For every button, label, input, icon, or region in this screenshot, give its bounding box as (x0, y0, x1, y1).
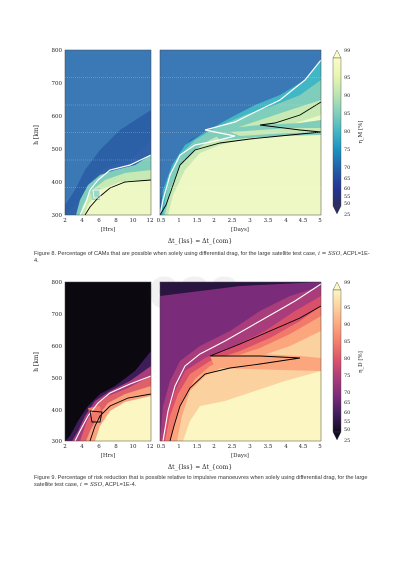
fig9-ytick: 700 (52, 312, 63, 318)
fig9-cbar-tick: 85 (344, 339, 350, 345)
fig9-xtick-days: 3.5 (264, 444, 273, 450)
fig8-xtick-hrs: 10 (130, 218, 137, 224)
fig8-caption-math: i = SSO (318, 251, 341, 257)
fig9-xlabel: Δt_{lss} = Δt_{com} (168, 464, 233, 471)
fig9-ytick: 500 (52, 376, 63, 382)
fig9-cbar-label: η_D [%] (358, 351, 364, 373)
fig9-xtick-hrs: 10 (130, 444, 137, 450)
fig8-right-panel (159, 49, 322, 216)
fig9-cbar-tick: 75 (344, 373, 350, 379)
fig9-xtick-days: 2 (212, 444, 216, 450)
fig9-xtick-hrs: 4 (80, 444, 84, 450)
fig9-xtick-days: 4 (284, 444, 288, 450)
fig9-cbar-tick: 70 (344, 390, 350, 396)
fig8-xtick-days: 2 (212, 218, 216, 224)
fig8-xtick-days: 1 (177, 218, 181, 224)
fig9-ytick: 800 (52, 280, 63, 286)
fig8-xtick-days: 4.5 (299, 218, 308, 224)
fig9-cbar-tick: 65 (344, 400, 350, 406)
fig8-cbar-tick: 25 (344, 212, 350, 218)
fig9-xtick-days: 4.5 (299, 444, 308, 450)
fig8-xtick-days: 0.5 (157, 218, 166, 224)
fig9-caption-math: i = SSO (80, 482, 103, 489)
figure-9-caption: Figure 9. Percentage of risk reduction t… (34, 475, 370, 489)
fig8-right-unit: [Days] (231, 227, 249, 233)
fig8-ytick: 400 (52, 180, 63, 186)
fig8-cbar-tick: 60 (344, 186, 350, 192)
fig8-cbar-tick: 75 (344, 147, 350, 153)
fig9-ytick: 400 (52, 408, 63, 414)
fig9-caption-label: Figure 9. (34, 475, 57, 481)
fig8-cbar-label: η_M [%] (358, 121, 364, 144)
fig9-cbar-tick: 25 (344, 438, 350, 444)
fig8-xtick-days: 5 (318, 218, 322, 224)
fig8-cbar-tick: 55 (344, 194, 350, 200)
fig8-left-panel (64, 49, 152, 216)
fig8-xtick-hrs: 12 (147, 218, 154, 224)
fig8-xtick-hrs: 6 (97, 218, 101, 224)
fig9-cbar-tick: 60 (344, 410, 350, 416)
fig9-cbar-tick: 50 (344, 427, 350, 433)
fig8-ytick: 700 (52, 81, 63, 87)
fig8-ytick: 300 (52, 213, 63, 219)
fig9-caption-tail: , ACPL=1E-4. (102, 482, 137, 489)
fig9-cbar-tick: 95 (344, 305, 350, 311)
fig9-cbar-tick: 80 (344, 356, 350, 362)
fig9-ytick: 600 (52, 344, 63, 350)
fig8-xtick-days: 3 (248, 218, 252, 224)
fig9-xtick-days: 2.5 (228, 444, 237, 450)
fig9-xtick-hrs: 8 (114, 444, 118, 450)
fig8-cbar-tick: 70 (344, 165, 350, 171)
fig9-cbar-tick: 99 (344, 280, 350, 286)
fig8-cbar-tick: 50 (344, 201, 350, 207)
figure-8: 800 700 600 500 400 300 h [km] 2 4 6 8 1… (33, 48, 364, 245)
fig8-ytick: 600 (52, 114, 63, 120)
fig9-ytick: 300 (52, 439, 63, 445)
fig9-xtick-days: 3 (248, 444, 252, 450)
fig9-colorbar (332, 281, 342, 441)
fig8-xtick-days: 1.5 (193, 218, 202, 224)
fig9-cbar-tick: 55 (344, 419, 350, 425)
figure-9: 800 700 600 500 400 300 h [km] 2 4 6 8 1… (33, 280, 364, 471)
figure-8-caption: Figure 8. Percentage of CAMs that are po… (34, 251, 370, 265)
fig9-cbar-tick: 90 (344, 322, 350, 328)
fig8-xtick-days: 4 (284, 218, 288, 224)
fig9-left-unit: [Hrs] (101, 453, 116, 459)
fig8-caption-tail: , ACPL=1E-4. (34, 251, 370, 265)
fig8-xtick-hrs: 2 (63, 218, 67, 224)
fig9-right-unit: [Days] (231, 453, 249, 459)
fig9-xtick-hrs: 6 (97, 444, 101, 450)
fig8-ytick: 800 (52, 48, 63, 54)
fig8-cbar-tick: 95 (344, 75, 350, 81)
fig9-right-panel (159, 281, 322, 442)
fig8-xtick-days: 3.5 (264, 218, 273, 224)
fig8-cbar-tick: 90 (344, 93, 350, 99)
fig9-xtick-hrs: 12 (147, 444, 154, 450)
fig9-xtick-days: 5 (318, 444, 322, 450)
fig8-colorbar (332, 49, 342, 215)
fig8-caption-label: Figure 8. (34, 251, 57, 257)
fig8-xtick-hrs: 4 (80, 218, 84, 224)
fig8-ytick: 500 (52, 147, 63, 153)
fig8-cbar-tick: 99 (344, 48, 350, 54)
fig8-xlabel: Δt_{lss} = Δt_{com} (168, 238, 233, 245)
fig8-ylabel: h [km] (33, 125, 40, 145)
fig9-xtick-hrs: 2 (63, 444, 67, 450)
fig8-caption-text: Percentage of CAMs that are possible whe… (57, 251, 317, 257)
fig8-cbar-tick: 85 (344, 111, 350, 117)
fig9-xtick-days: 1.5 (193, 444, 202, 450)
fig8-xtick-hrs: 8 (114, 218, 118, 224)
fig8-xtick-days: 2.5 (228, 218, 237, 224)
fig9-left-panel (64, 281, 152, 442)
fig9-ylabel: h [km] (33, 352, 40, 372)
fig8-cbar-tick: 65 (344, 176, 350, 182)
fig8-cbar-tick: 80 (344, 129, 350, 135)
fig9-caption-text: Percentage of risk reduction that is pos… (34, 475, 368, 489)
fig8-left-unit: [Hrs] (101, 227, 116, 233)
fig9-xtick-days: 0.5 (157, 444, 166, 450)
fig9-xtick-days: 1 (177, 444, 181, 450)
